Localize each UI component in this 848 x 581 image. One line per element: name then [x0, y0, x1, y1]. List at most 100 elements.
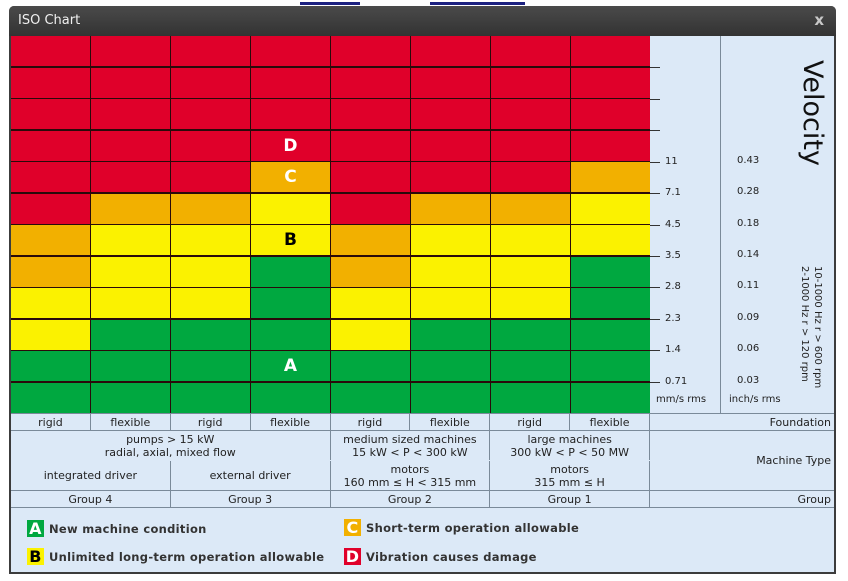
group-cell: Group 4: [11, 491, 171, 507]
foundation-label: Foundation: [769, 415, 831, 429]
zone-cell-d: [491, 67, 570, 98]
freq-line-2: 2-1000 Hz r > 120 rpm: [799, 266, 810, 382]
inch-tick-label: 0.14: [737, 248, 760, 260]
zone-cell-a: [251, 382, 330, 413]
zone-cell-d: [11, 130, 90, 161]
zone-cell-d: [571, 99, 650, 130]
zone-cell-c: [11, 256, 90, 287]
foundation-cell-rigid: rigid: [490, 414, 571, 430]
legend-text: Unlimited long-term operation allowable: [49, 549, 325, 564]
velocity-axis-title: Velocity: [797, 60, 828, 166]
zone-cell-d: [331, 162, 410, 193]
zone-label-a: A: [251, 351, 330, 382]
zone-cell-d: [91, 162, 170, 193]
zone-cell-d: [251, 67, 330, 98]
zone-cell-d: [11, 162, 90, 193]
legend-item-c: C Short-term operation allowable: [344, 518, 580, 537]
zone-cell-d: [411, 99, 490, 130]
zone-cell-a: [571, 382, 650, 413]
axis-tick: [650, 224, 660, 226]
zone-cell-d: [91, 36, 170, 67]
inch-tick-label: 0.03: [737, 374, 760, 386]
legend-text: Short-term operation allowable: [366, 520, 580, 535]
zone-cell-d: [331, 36, 410, 67]
zone-cell-d: [571, 36, 650, 67]
zone-cell-a: [331, 382, 410, 413]
zone-cell-a: [491, 351, 570, 382]
title-bar[interactable]: ISO Chart x: [9, 6, 836, 36]
window-title: ISO Chart: [18, 13, 81, 28]
zone-cell-d: [331, 193, 410, 224]
zone-cell-d: [411, 36, 490, 67]
zone-cell-a: [251, 256, 330, 287]
inch-unit-label: inch/s rms: [729, 394, 781, 405]
driver-cell: integrated driver: [11, 461, 171, 490]
zone-cell-c: [11, 225, 90, 256]
group-label: Group: [797, 492, 832, 506]
zone-cell-a: [251, 288, 330, 319]
zone-cell-a: [171, 351, 250, 382]
zone-cell-d: [11, 36, 90, 67]
machine-type-cell: medium sized machines 15 kW < P < 300 kW: [331, 431, 491, 460]
zone-cell-d: [91, 130, 170, 161]
close-icon[interactable]: x: [814, 11, 824, 29]
zone-cell-d: [331, 67, 410, 98]
zone-cell-d: [171, 130, 250, 161]
zone-cell-b: [331, 288, 410, 319]
mm-tick-label: 4.5: [665, 218, 681, 230]
legend-item-d: D Vibration causes damage: [344, 547, 537, 566]
foundation-cell-flexible: flexible: [91, 414, 171, 430]
foundation-cell-flexible: flexible: [570, 414, 650, 430]
zone-d-badge: D: [344, 547, 361, 566]
zone-label-c: C: [251, 162, 330, 193]
machine-type-cell: pumps > 15 kW radial, axial, mixed flow: [11, 431, 331, 460]
zone-cell-b: [171, 256, 250, 287]
axis-tick: [650, 161, 660, 163]
zone-cell-a: [91, 382, 170, 413]
zone-cell-a: [491, 319, 570, 350]
zone-cell-a: [331, 351, 410, 382]
zone-cell-b: [571, 225, 650, 256]
zone-cell-a: [571, 351, 650, 382]
zone-cell-a: [11, 382, 90, 413]
machine-type-row: pumps > 15 kW radial, axial, mixed flow me…: [11, 431, 834, 460]
legend-text: New machine condition: [49, 521, 207, 536]
zone-cell-a: [171, 319, 250, 350]
axis-tick: [650, 255, 660, 257]
foundation-cell-rigid: rigid: [11, 414, 91, 430]
axis-tick: [650, 130, 660, 132]
legend: A New machine condition B Unlimited long…: [11, 507, 834, 572]
zone-cell-d: [571, 130, 650, 161]
driver-cell: motors 160 mm ≤ H < 315 mm: [331, 461, 491, 490]
zone-cell-d: [411, 130, 490, 161]
machine-type-label: Machine Type: [756, 454, 831, 467]
zone-cell-b: [91, 288, 170, 319]
inch-tick-label: 0.18: [737, 217, 760, 229]
mm-tick-label: 3.5: [665, 249, 681, 261]
zone-cell-a: [571, 288, 650, 319]
inch-tick-label: 0.28: [737, 186, 760, 198]
zone-cell-c: [91, 193, 170, 224]
zone-cell-a: [91, 351, 170, 382]
zone-label-b: B: [251, 225, 330, 256]
zone-cell-d: [251, 99, 330, 130]
group-cell: Group 2: [331, 491, 491, 507]
zone-cell-d: [251, 36, 330, 67]
zone-cell-a: [91, 319, 170, 350]
mm-tick-label: 0.71: [665, 375, 688, 387]
zone-cell-b: [91, 225, 170, 256]
mm-tick-label: 1.4: [665, 344, 681, 356]
inch-tick-label: 0.11: [737, 280, 760, 292]
zone-cell-d: [11, 193, 90, 224]
zone-cell-d: [491, 36, 570, 67]
zone-cell-b: [411, 288, 490, 319]
zone-cell-a: [251, 319, 330, 350]
axis-tick: [650, 287, 660, 289]
zone-cell-b: [491, 225, 570, 256]
driver-cell: motors 315 mm ≤ H: [490, 461, 650, 490]
foundation-cell-rigid: rigid: [331, 414, 411, 430]
zone-cell-c: [491, 193, 570, 224]
zone-cell-b: [411, 256, 490, 287]
inch-tick-label: 0.06: [737, 343, 760, 355]
